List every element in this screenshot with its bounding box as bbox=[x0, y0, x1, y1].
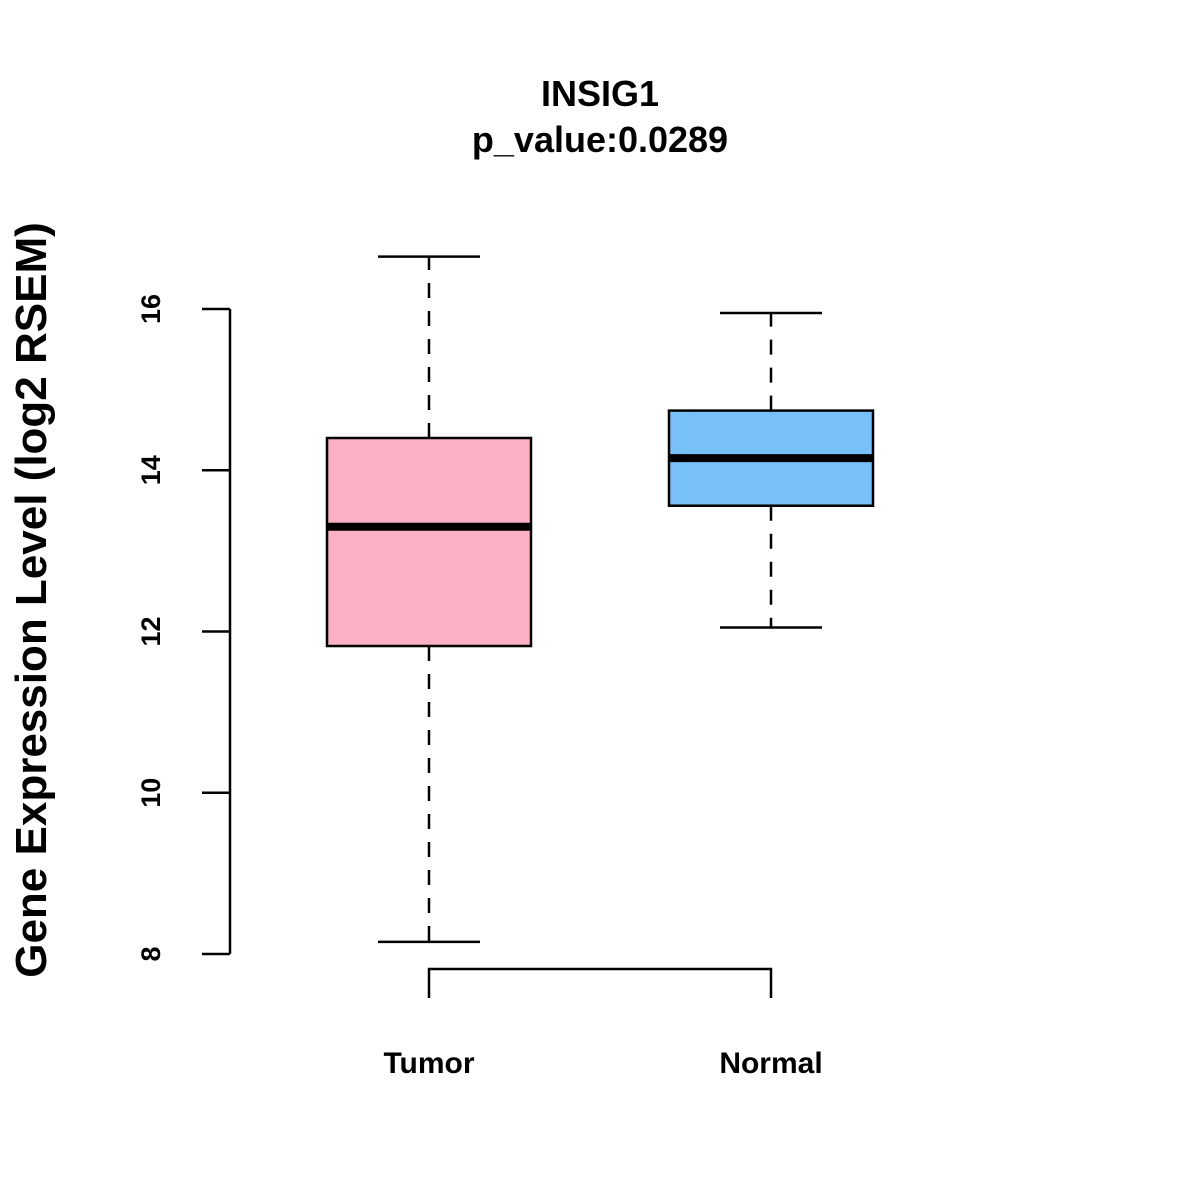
chart-title: INSIG1 bbox=[541, 73, 659, 114]
comparison-bracket bbox=[427, 967, 773, 998]
y-tick-label: 14 bbox=[136, 455, 166, 485]
y-tick-label: 8 bbox=[136, 946, 166, 961]
x-category-label: Normal bbox=[719, 1047, 822, 1080]
x-category-label: Tumor bbox=[383, 1047, 474, 1080]
chart-subtitle: p_value:0.0289 bbox=[472, 119, 728, 160]
y-axis: 8 10 12 14 16 bbox=[136, 294, 232, 962]
boxes-group bbox=[325, 255, 875, 944]
box-normal bbox=[667, 311, 875, 629]
y-axis-label: Gene Expression Level (log2 RSEM) bbox=[7, 222, 56, 978]
bracket-line bbox=[427, 967, 773, 998]
box-tumor bbox=[325, 255, 533, 944]
y-tick-label: 10 bbox=[136, 778, 166, 808]
iqr-box bbox=[325, 436, 533, 648]
x-axis-labels: Tumor Normal bbox=[383, 1047, 822, 1080]
y-tick-label: 16 bbox=[136, 294, 166, 324]
y-tick-label: 12 bbox=[136, 616, 166, 646]
